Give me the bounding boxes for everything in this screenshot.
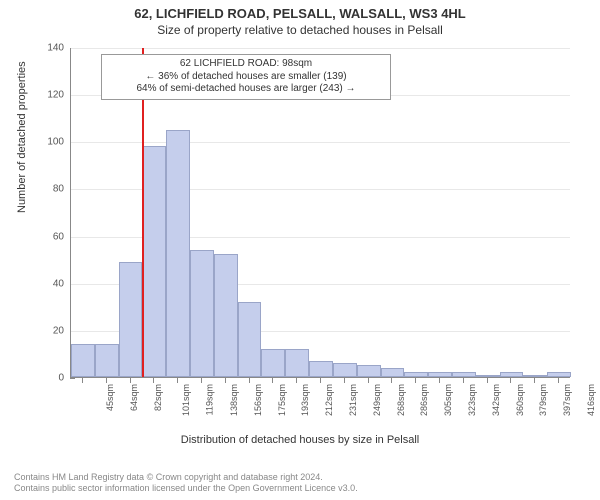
x-tick-mark: [487, 378, 488, 383]
x-tick-mark: [201, 378, 202, 383]
y-tick-label: 120: [34, 90, 64, 101]
x-tick-label: 119sqm: [205, 384, 215, 415]
histogram-bar: [190, 250, 214, 377]
plot-area: 62 LICHFIELD ROAD: 98sqm ← 36% of detach…: [70, 48, 570, 378]
y-tick-label: 60: [34, 231, 64, 242]
y-axis: 020406080100120140: [34, 48, 70, 378]
x-tick-mark: [225, 378, 226, 383]
x-tick-mark: [558, 378, 559, 383]
histogram-bar: [333, 363, 357, 377]
annotation-box: 62 LICHFIELD ROAD: 98sqm ← 36% of detach…: [101, 54, 391, 100]
histogram-bar: [71, 344, 95, 377]
x-tick-label: 249sqm: [372, 384, 382, 416]
x-tick-mark: [249, 378, 250, 383]
y-tick-label: 20: [34, 325, 64, 336]
histogram-bar: [309, 361, 333, 378]
histogram-bar: [381, 368, 405, 377]
x-tick-mark: [296, 378, 297, 383]
histogram-bar: [547, 372, 571, 377]
histogram-bar: [357, 365, 381, 377]
x-tick-mark: [82, 378, 83, 383]
histogram-bar: [238, 302, 262, 377]
x-axis-label: Distribution of detached houses by size …: [0, 434, 600, 446]
y-axis-label: Number of detached properties: [16, 61, 28, 213]
histogram-bar: [428, 372, 452, 377]
x-tick-mark: [130, 378, 131, 383]
histogram-bar: [166, 130, 190, 378]
histogram-bar: [404, 372, 428, 377]
x-tick-label: 45sqm: [105, 384, 115, 411]
chart-container: 62, LICHFIELD ROAD, PELSALL, WALSALL, WS…: [0, 0, 600, 500]
footer-line2: Contains public sector information licen…: [14, 483, 358, 494]
histogram-bar: [476, 375, 500, 377]
y-tick-label: 100: [34, 137, 64, 148]
x-tick-label: 231sqm: [348, 384, 358, 416]
x-tick-label: 360sqm: [515, 384, 525, 416]
annotation-line2: ← 36% of detached houses are smaller (13…: [108, 71, 384, 84]
y-tick-label: 80: [34, 184, 64, 195]
chart-subtitle: Size of property relative to detached ho…: [0, 21, 600, 37]
x-tick-label: 342sqm: [491, 384, 501, 416]
annotation-line3: 64% of semi-detached houses are larger (…: [108, 83, 384, 96]
footer: Contains HM Land Registry data © Crown c…: [14, 472, 358, 495]
x-tick-mark: [106, 378, 107, 383]
histogram-bar: [261, 349, 285, 377]
histogram-bar: [500, 372, 524, 377]
x-tick-label: 397sqm: [562, 384, 572, 416]
x-tick-label: 101sqm: [181, 384, 191, 416]
histogram-bar: [452, 372, 476, 377]
x-tick-label: 156sqm: [253, 384, 263, 416]
grid-line: [71, 142, 570, 143]
histogram-bar: [285, 349, 309, 377]
x-tick-mark: [344, 378, 345, 383]
histogram-bar: [214, 254, 238, 377]
y-tick-label: 140: [34, 43, 64, 54]
x-tick-label: 416sqm: [586, 384, 596, 416]
x-tick-label: 305sqm: [443, 384, 453, 416]
histogram-bar: [523, 375, 547, 377]
x-tick-label: 212sqm: [324, 384, 334, 416]
x-tick-mark: [320, 378, 321, 383]
chart-title: 62, LICHFIELD ROAD, PELSALL, WALSALL, WS…: [0, 0, 600, 21]
x-tick-label: 175sqm: [277, 384, 287, 416]
y-tick-label: 0: [34, 373, 64, 384]
histogram-bar: [119, 262, 143, 378]
histogram-bar: [142, 146, 166, 377]
x-tick-mark: [510, 378, 511, 383]
x-tick-label: 64sqm: [129, 384, 139, 411]
x-tick-label: 268sqm: [396, 384, 406, 416]
x-tick-label: 323sqm: [467, 384, 477, 416]
x-tick-label: 379sqm: [539, 384, 549, 416]
x-tick-label: 138sqm: [229, 384, 239, 416]
x-axis: 45sqm 64sqm 82sqm 101sqm 119sqm 138sqm 156sqm 1…: [70, 378, 570, 438]
x-tick-mark: [272, 378, 273, 383]
x-tick-mark: [153, 378, 154, 383]
histogram-bar: [95, 344, 119, 377]
x-tick-mark: [368, 378, 369, 383]
footer-line1: Contains HM Land Registry data © Crown c…: [14, 472, 358, 483]
x-tick-mark: [534, 378, 535, 383]
x-tick-mark: [177, 378, 178, 383]
x-tick-mark: [439, 378, 440, 383]
x-tick-label: 286sqm: [419, 384, 429, 416]
y-tick-label: 40: [34, 278, 64, 289]
x-tick-mark: [415, 378, 416, 383]
grid-line: [71, 48, 570, 49]
x-tick-label: 82sqm: [153, 384, 163, 411]
annotation-line1: 62 LICHFIELD ROAD: 98sqm: [108, 58, 384, 71]
x-tick-mark: [463, 378, 464, 383]
x-tick-mark: [391, 378, 392, 383]
x-tick-label: 193sqm: [300, 384, 310, 416]
